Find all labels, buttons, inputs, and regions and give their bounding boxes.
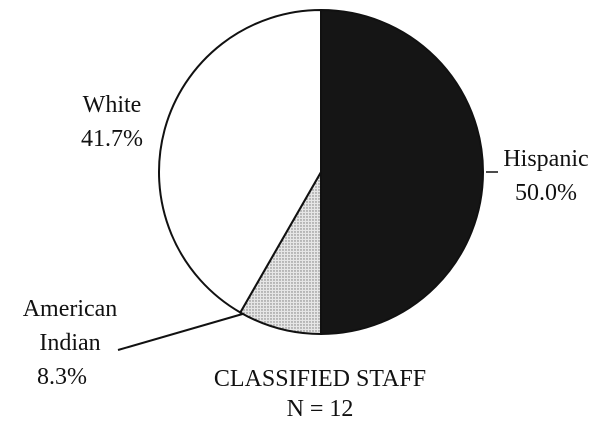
chart-title: CLASSIFIED STAFF <box>213 366 427 392</box>
leader-line <box>117 312 247 351</box>
slice-value-label: 8.3% <box>37 364 87 390</box>
slice-label: White <box>82 92 142 118</box>
slice-value-label: 50.0% <box>515 180 577 206</box>
slice-label: American Indian <box>22 296 118 356</box>
chart-subtitle: N = 12 <box>286 396 354 422</box>
slice-value-label: 41.7% <box>81 126 143 152</box>
pie-slice <box>158 8 322 314</box>
pie-slice <box>320 8 484 336</box>
slice-label: Hispanic <box>503 146 589 172</box>
